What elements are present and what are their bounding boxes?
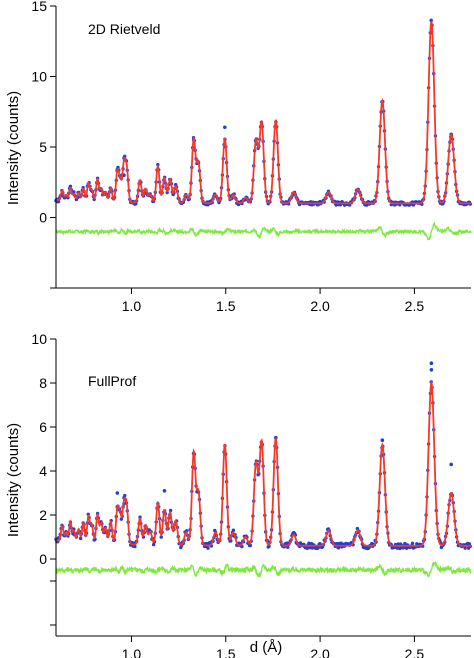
observed-point [119,517,124,521]
x-tick-label: 2.0 [310,646,330,658]
x-tick-label: 2.0 [310,298,330,314]
observed-point [204,541,208,546]
x-tick-label: 1.0 [122,298,142,314]
x-tick-label: 1.0 [122,646,142,658]
x-tick-label: 1.5 [216,646,236,658]
observed-point [429,361,434,366]
observed-point [410,541,415,546]
top-panel-label: 2D Rietveld [88,21,160,37]
top-difference-line [55,221,472,241]
bottom-ylabel: Intensity (counts) [5,423,22,537]
observed-point [206,546,210,550]
y-tick-label: 10 [31,69,47,85]
bottom-axes: 0 2 4 6 8 10 1.0 1.5 2.0 2.5 [31,331,471,658]
top-axes: 0 5 10 15 1.0 1.5 2.0 2.5 [31,0,471,314]
top-calculated-line [55,21,471,205]
y-tick-label: 0 [39,210,47,226]
observed-point [355,526,360,531]
x-tick-label: 2.5 [405,298,425,314]
observed-point [133,544,137,549]
observed-point [72,190,76,194]
bottom-panel-label: FullProf [88,373,136,389]
observed-point [72,527,76,531]
observed-point [231,528,236,532]
observed-point [316,545,320,550]
observed-point [68,184,73,189]
bottom-difference-line [55,560,472,578]
y-tick-label: 0 [39,551,47,567]
x-tick-label: 1.5 [216,298,236,314]
observed-point [162,489,167,493]
bottom-panel: 0 2 4 6 8 10 1.0 1.5 2.0 2.5 FullProf [31,331,472,658]
observed-point [123,154,127,159]
observed-point [151,542,156,547]
observed-point [115,491,120,495]
observed-point [123,493,127,498]
y-tick-label: 8 [39,375,47,391]
y-tick-label: 4 [39,463,47,479]
y-tick-label: 5 [39,139,47,155]
observed-point [463,546,467,550]
observed-point [395,546,399,550]
y-tick-label: 15 [31,0,47,14]
bottom-calculated-line [55,379,471,547]
y-tick-label: 2 [39,507,47,523]
x-tick-label: 2.5 [405,646,425,658]
y-tick-label: 10 [31,331,47,347]
bottom-xlabel: d (Å) [250,639,283,656]
observed-point [403,541,407,546]
top-series [54,18,472,241]
observed-point [308,545,312,550]
observed-point [429,368,434,372]
observed-point [449,462,453,467]
observed-point [159,535,163,539]
top-ylabel: Intensity (counts) [5,91,22,205]
observed-point [380,438,385,443]
observed-point [223,125,227,130]
observed-point [305,546,309,550]
y-tick-label: 6 [39,419,47,435]
bottom-series [54,361,472,578]
top-panel: 0 5 10 15 1.0 1.5 2.0 2.5 2D Rietveld [31,0,472,314]
observed-point [78,536,83,541]
observed-point [335,542,339,546]
observed-point [429,18,433,23]
